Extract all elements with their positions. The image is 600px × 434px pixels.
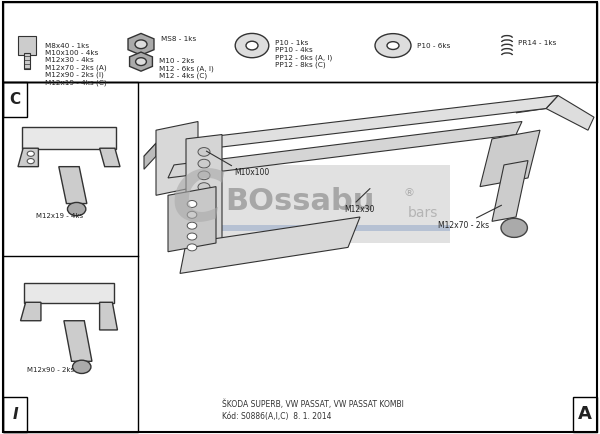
FancyBboxPatch shape: [18, 36, 36, 55]
Polygon shape: [20, 302, 41, 321]
Text: P10 - 1ks
PP10 - 4ks
PP12 - 6ks (A, I)
PP12 - 8ks (C): P10 - 1ks PP10 - 4ks PP12 - 6ks (A, I) P…: [275, 40, 332, 69]
Circle shape: [27, 158, 34, 164]
Text: M8x40 - 1ks
M10x100 - 4ks
M12x30 - 4ks
M12x70 - 2ks (A)
M12x90 - 2ks (I)
M12x19 : M8x40 - 1ks M10x100 - 4ks M12x30 - 4ks M…: [45, 43, 107, 86]
Polygon shape: [18, 148, 38, 167]
Circle shape: [198, 206, 210, 215]
Polygon shape: [59, 167, 87, 204]
Polygon shape: [480, 130, 540, 187]
Bar: [3, 82, 27, 117]
Text: M12x19 - 4ks: M12x19 - 4ks: [36, 213, 83, 219]
Polygon shape: [64, 321, 92, 361]
Polygon shape: [168, 122, 522, 178]
Text: MS8 - 1ks: MS8 - 1ks: [161, 36, 196, 42]
Polygon shape: [130, 52, 152, 71]
Text: M10 - 2ks
M12 - 6ks (A, I)
M12 - 4ks (C): M10 - 2ks M12 - 6ks (A, I) M12 - 4ks (C): [159, 58, 214, 79]
Circle shape: [187, 222, 197, 229]
Circle shape: [187, 201, 197, 207]
Ellipse shape: [387, 42, 399, 49]
Circle shape: [73, 360, 91, 374]
Circle shape: [198, 230, 210, 238]
Bar: [174, 165, 450, 243]
Circle shape: [198, 171, 210, 180]
Bar: [3, 2, 597, 82]
Bar: [24, 53, 30, 69]
Circle shape: [198, 218, 210, 227]
Circle shape: [187, 233, 197, 240]
Polygon shape: [180, 217, 360, 273]
Text: ŠKODA SUPERB, VW PASSAT, VW PASSAT KOMBI
Kód: S0886(A,I,C)  8. 1. 2014: ŠKODA SUPERB, VW PASSAT, VW PASSAT KOMBI…: [222, 399, 404, 421]
Text: PR14 - 1ks: PR14 - 1ks: [518, 40, 556, 46]
Polygon shape: [186, 135, 222, 252]
Bar: [3, 397, 27, 432]
Circle shape: [135, 40, 147, 49]
Ellipse shape: [375, 34, 411, 58]
Text: C: C: [10, 92, 20, 107]
Text: C: C: [172, 168, 224, 236]
Circle shape: [27, 151, 34, 156]
Text: BOssabu: BOssabu: [226, 187, 374, 216]
Circle shape: [67, 202, 86, 216]
Circle shape: [198, 159, 210, 168]
FancyBboxPatch shape: [22, 127, 116, 149]
Circle shape: [501, 218, 527, 237]
Polygon shape: [100, 148, 120, 167]
Circle shape: [198, 194, 210, 203]
Polygon shape: [156, 122, 198, 195]
Circle shape: [187, 211, 197, 218]
Text: bars: bars: [408, 206, 439, 220]
Text: M12x90 - 2ks: M12x90 - 2ks: [27, 367, 74, 373]
Text: M12x70 - 2ks: M12x70 - 2ks: [438, 221, 489, 230]
Text: M12x30: M12x30: [344, 205, 374, 214]
Bar: [3, 82, 138, 432]
Text: ®: ®: [403, 188, 414, 198]
Bar: [174, 225, 450, 228]
Polygon shape: [492, 161, 528, 221]
Circle shape: [246, 41, 258, 50]
Polygon shape: [128, 33, 154, 55]
Polygon shape: [144, 143, 156, 169]
Text: A: A: [578, 405, 592, 424]
Polygon shape: [546, 95, 594, 130]
Polygon shape: [516, 95, 558, 113]
FancyBboxPatch shape: [25, 283, 113, 303]
Circle shape: [198, 183, 210, 191]
Circle shape: [187, 244, 197, 251]
Polygon shape: [100, 302, 118, 330]
Polygon shape: [144, 95, 558, 156]
Circle shape: [198, 148, 210, 156]
Bar: [174, 228, 450, 231]
Text: M10x100: M10x100: [234, 168, 269, 178]
Text: I: I: [12, 407, 18, 422]
Bar: [573, 397, 597, 432]
Polygon shape: [168, 187, 216, 252]
Circle shape: [235, 33, 269, 58]
Text: P10 - 6ks: P10 - 6ks: [417, 43, 451, 49]
Circle shape: [136, 58, 146, 66]
